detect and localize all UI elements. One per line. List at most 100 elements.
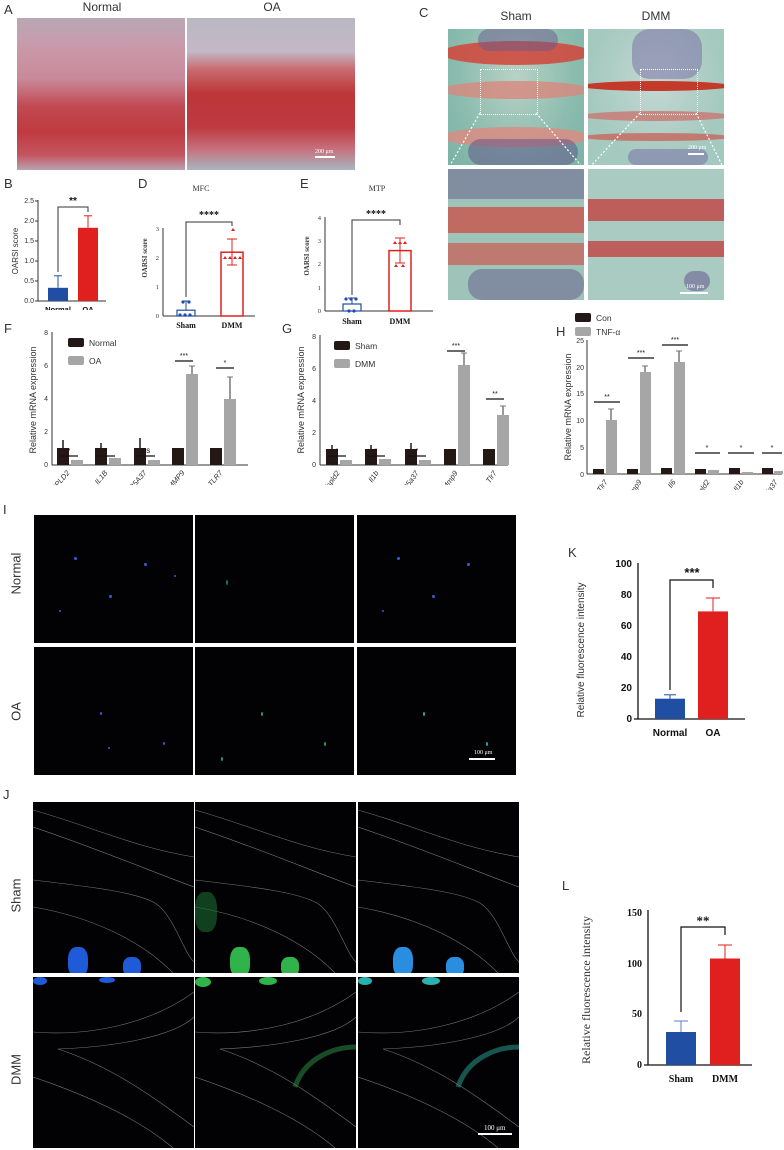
svg-text:Relative fluorescence intensit: Relative fluorescence intensity [576, 582, 587, 717]
svg-text:Tlr7: Tlr7 [484, 468, 499, 484]
svg-text:0.5: 0.5 [24, 278, 34, 285]
svg-text:IL1B: IL1B [93, 469, 110, 485]
svg-text:0: 0 [312, 462, 316, 469]
panel-label-j: J [3, 787, 10, 802]
svg-text:Slc25a37: Slc25a37 [395, 468, 421, 485]
panel-label-l: L [562, 878, 570, 893]
svg-text:Normal: Normal [653, 728, 688, 739]
svg-text:Relative mRNA expression: Relative mRNA expression [296, 346, 306, 453]
svg-text:10: 10 [576, 418, 584, 425]
fluorescence-image-sham-target [195, 802, 356, 973]
svg-text:5: 5 [580, 445, 584, 452]
svg-text:**: ** [697, 913, 710, 928]
svg-text:*: * [740, 445, 743, 452]
fluorescence-image-normal-merge [357, 515, 516, 643]
svg-text:1.5: 1.5 [24, 238, 34, 245]
svg-text:DMM: DMM [355, 359, 375, 369]
svg-text:4: 4 [44, 396, 48, 403]
svg-text:Mmp9: Mmp9 [440, 468, 460, 485]
svg-text:2: 2 [318, 261, 321, 268]
panel-label-d: D [138, 176, 148, 191]
svg-text:25: 25 [576, 338, 584, 345]
svg-text:1.0: 1.0 [24, 258, 34, 265]
scale-bar [478, 1133, 512, 1135]
fluorescence-image-dmm-target [195, 977, 356, 1148]
fluorescence-image-sham-merge [358, 802, 519, 973]
svg-text:DMM: DMM [712, 1074, 739, 1085]
column-title-normal: Normal [82, 0, 122, 14]
chart-l: Relative fluorescence intensity 0 50 100 15… [579, 908, 752, 1085]
svg-text:4: 4 [318, 215, 322, 222]
svg-text:15: 15 [576, 391, 584, 398]
row-title-normal: Normal [8, 552, 24, 595]
svg-text:20: 20 [576, 365, 584, 372]
chart-k: Relative fluorescence intensity 0 20 40 60 8… [576, 559, 745, 739]
svg-text:**: ** [492, 391, 498, 398]
panel-label-i: I [3, 502, 7, 517]
fluorescence-image-oa-dapi [34, 647, 193, 775]
svg-text:3: 3 [318, 238, 321, 245]
svg-text:0: 0 [580, 472, 584, 479]
column-title-dmm: DMM [641, 9, 671, 23]
svg-text:0: 0 [637, 1060, 642, 1071]
histology-image-sham-high [448, 169, 584, 300]
svg-text:DMM: DMM [390, 317, 411, 326]
svg-text:*: * [771, 445, 774, 452]
svg-text:0.0: 0.0 [24, 298, 34, 305]
histology-image-normal [17, 18, 185, 170]
scale-bar [688, 153, 704, 155]
panel-label-h: H [556, 324, 566, 339]
svg-text:DMM: DMM [222, 321, 243, 328]
svg-text:6: 6 [312, 366, 316, 373]
svg-text:MMP9: MMP9 [166, 468, 187, 485]
row-title-dmm: DMM [8, 1053, 24, 1086]
panel-label-c: C [419, 5, 429, 20]
chart-h: Con TNF-α Relative mRNA expression 0 5 10 1… [563, 313, 783, 490]
svg-text:MTP: MTP [369, 184, 386, 193]
svg-text:Relative fluorescence intensit: Relative fluorescence intensity [579, 916, 593, 1064]
svg-text:8: 8 [312, 334, 316, 341]
svg-text:2.5: 2.5 [24, 198, 34, 205]
svg-text:0: 0 [626, 714, 632, 725]
svg-text:150: 150 [627, 908, 642, 919]
svg-text:0: 0 [156, 313, 159, 320]
fluorescence-image-oa-merge: 100 μm [357, 647, 516, 775]
svg-text:Crispld2: Crispld2 [688, 477, 712, 490]
scale-bar [315, 156, 335, 158]
panel-label-f: F [4, 321, 12, 336]
svg-text:2.0: 2.0 [24, 218, 34, 225]
fluorescence-image-oa-target [195, 647, 354, 775]
svg-text:Relative mRNA expression: Relative mRNA expression [28, 346, 38, 453]
svg-text:Sham: Sham [342, 317, 362, 326]
svg-text:OA: OA [89, 356, 102, 366]
svg-text:1: 1 [318, 285, 321, 292]
scale-bar [469, 758, 495, 760]
chart-e: MTP OARSI score 0 1 2 3 4 **** Sham DMM [303, 184, 433, 326]
svg-text:*: * [416, 448, 419, 455]
svg-text:100: 100 [627, 959, 642, 970]
svg-text:*: * [224, 360, 227, 367]
fluorescence-image-dmm-dapi [33, 977, 194, 1148]
svg-text:CRISPLD2: CRISPLD2 [41, 468, 72, 485]
svg-text:ns: ns [142, 446, 150, 455]
zoom-region-box [640, 69, 698, 115]
chart-b: 0.0 0.5 1.0 1.5 2.0 2.5 OARSI score ** N… [11, 196, 106, 310]
svg-text:20: 20 [621, 683, 633, 694]
histology-image-dmm-high: 100 μm [588, 169, 724, 300]
svg-text:**: ** [604, 394, 610, 401]
fluorescence-image-normal-dapi [34, 515, 193, 643]
svg-text:*: * [375, 448, 378, 455]
svg-text:2: 2 [156, 255, 159, 262]
svg-text:Tlr7: Tlr7 [595, 477, 610, 490]
svg-text:Normal: Normal [45, 305, 71, 310]
svg-text:***: *** [180, 353, 188, 360]
panel-label-k: K [568, 545, 577, 560]
svg-text:TLR7: TLR7 [206, 468, 225, 485]
scale-bar [680, 292, 708, 294]
svg-text:1: 1 [156, 284, 159, 291]
svg-text:TNF-α: TNF-α [596, 327, 620, 337]
svg-text:SLC25A37: SLC25A37 [118, 468, 149, 485]
panel-label-e: E [300, 176, 309, 191]
svg-text:Slc25a37: Slc25a37 [754, 477, 780, 490]
